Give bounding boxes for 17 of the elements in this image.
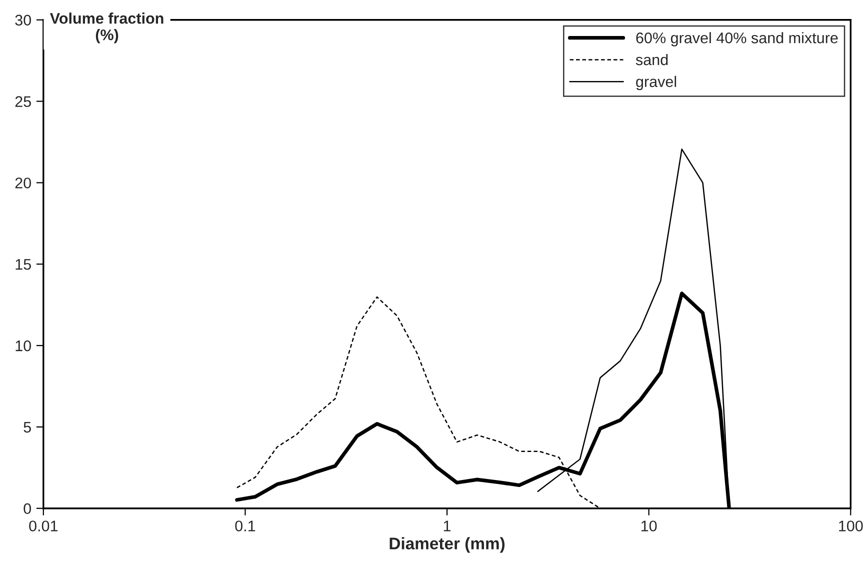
y-tick-label: 0 <box>24 503 31 514</box>
x-tick-label: 0.01 <box>29 520 58 532</box>
legend-label: 60% gravel 40% sand mixture <box>636 32 838 46</box>
y-tick-label: 5 <box>24 422 31 433</box>
y-tick-label: 20 <box>15 178 31 188</box>
x-tick-label: 10 <box>642 520 657 532</box>
x-tick-label: 100 <box>839 520 863 532</box>
x-tick-label: 0.1 <box>235 520 256 532</box>
x-tick-label: 1 <box>444 520 451 532</box>
x-axis-title: Diameter (mm) <box>390 537 505 553</box>
y-tick-label: 30 <box>15 14 31 26</box>
y-tick-label: 15 <box>16 259 31 270</box>
y-tick-label: 10 <box>16 340 31 352</box>
y-tick-label: 25 <box>15 96 31 107</box>
legend-label: sand <box>636 54 668 66</box>
y-axis-title: Volume fraction (%) <box>50 12 164 44</box>
legend-label: gravel <box>636 76 676 90</box>
